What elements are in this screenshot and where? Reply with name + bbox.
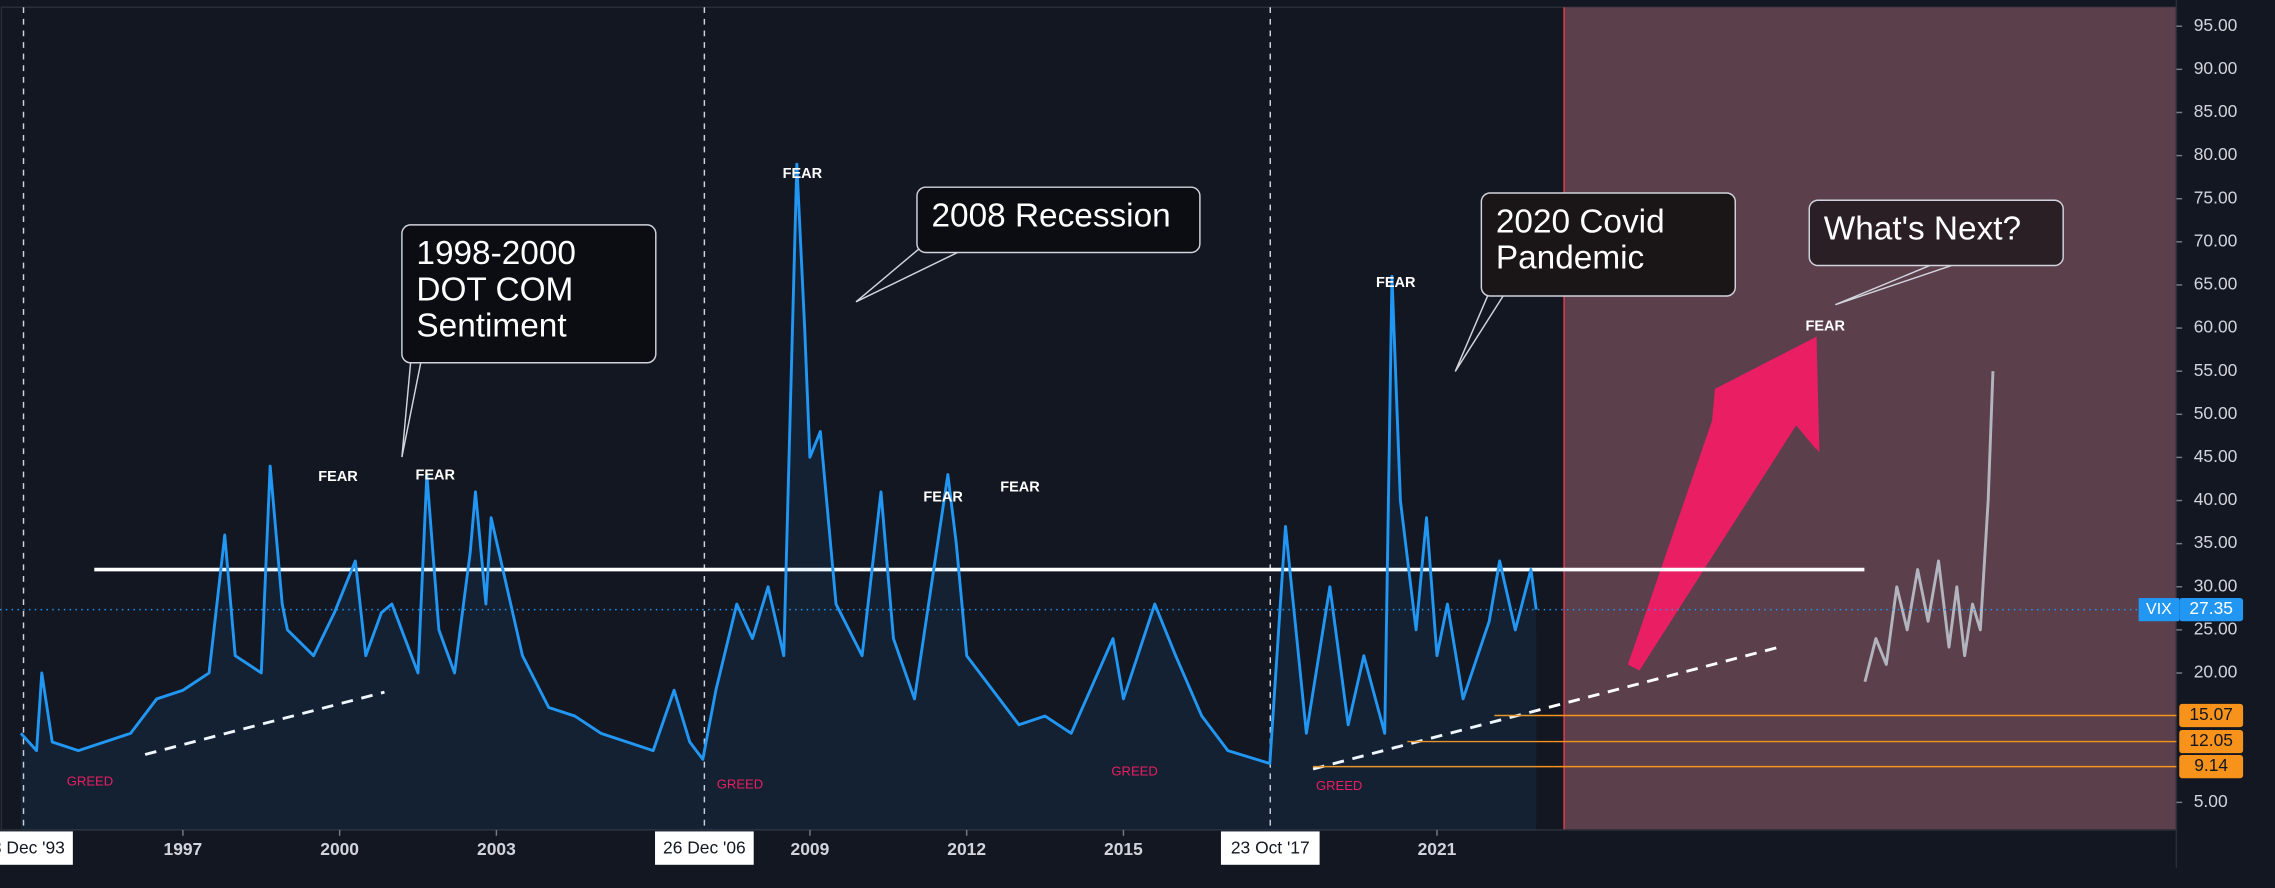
callout-box: [1480, 192, 1736, 297]
series-name-label: VIX: [2146, 601, 2172, 618]
series-name-tag: [2138, 598, 2180, 622]
y-tick-label: 50.00: [2194, 403, 2238, 423]
greed-label: GREED: [717, 776, 763, 791]
callout-text: Sentiment: [416, 308, 567, 345]
x-tick-label: 2009: [791, 839, 830, 859]
date-marker-label: 13 Dec '93: [0, 837, 65, 857]
y-tick-label: 35.00: [2194, 532, 2238, 552]
fear-label: FEAR: [783, 166, 823, 182]
greed-label: GREED: [1111, 763, 1157, 778]
series-line: [19, 162, 1538, 765]
y-tick-label: 90.00: [2194, 58, 2238, 78]
callout-pointer: [1454, 289, 1504, 372]
date-marker-box: [0, 831, 73, 865]
highlight-zone: [1564, 7, 2177, 830]
y-tick-label: 30.00: [2194, 575, 2238, 595]
date-marker-box: [1220, 831, 1320, 865]
x-tick-label: 2003: [477, 839, 516, 859]
date-marker-box: [655, 831, 754, 865]
callout-text: What's Next?: [1824, 211, 2021, 248]
level-tag-label: 9.14: [2194, 755, 2228, 775]
y-tick-label: 25.00: [2194, 618, 2238, 638]
greed-label: GREED: [67, 774, 113, 789]
trendline: [144, 690, 385, 756]
callout-pointer: [855, 240, 958, 303]
arrow-head: [1627, 336, 1820, 671]
y-tick-label: 65.00: [2194, 274, 2238, 294]
callout-box: [1808, 199, 2064, 267]
y-tick-label: 5.00: [2194, 791, 2228, 811]
callout-text: 2020 Covid: [1496, 203, 1665, 240]
level-tag-label: 12.05: [2189, 730, 2233, 750]
fear-label: FEAR: [1805, 318, 1845, 334]
y-tick-label: 80.00: [2194, 144, 2238, 164]
callout-pointer: [401, 362, 422, 458]
level-tag: [2179, 755, 2244, 779]
callout-text: 1998-2000: [416, 235, 576, 272]
y-tick-label: 55.00: [2194, 360, 2238, 380]
greed-label: GREED: [1316, 778, 1362, 793]
series-line: [1863, 371, 1995, 683]
level-tag-label: 15.07: [2189, 704, 2233, 724]
fear-label: FEAR: [416, 468, 456, 484]
callout-pointer: [1835, 264, 1952, 306]
fear-label: FEAR: [1376, 275, 1416, 291]
y-tick-label: 70.00: [2194, 230, 2238, 250]
x-tick-label: 2015: [1104, 839, 1143, 859]
callout-box: [401, 224, 657, 364]
series-area: [20, 164, 1537, 830]
y-tick-label: 95.00: [2194, 15, 2238, 35]
y-tick-label: 40.00: [2194, 489, 2238, 509]
date-marker-label: 23 Oct '17: [1231, 837, 1310, 857]
fear-label: FEAR: [923, 490, 963, 506]
y-tick-label: 75.00: [2194, 187, 2238, 207]
x-tick-label: 1997: [164, 839, 203, 859]
y-tick-label: 20.00: [2194, 662, 2238, 682]
callout-box: [916, 186, 1201, 254]
fear-label: FEAR: [1000, 479, 1040, 495]
x-tick-label: 2012: [947, 839, 986, 859]
x-tick-label: 2000: [320, 839, 359, 859]
last-price-tag: [2179, 598, 2244, 622]
y-tick-label: 85.00: [2194, 101, 2238, 121]
callout-text: Pandemic: [1496, 240, 1644, 277]
callout-text: 2008 Recession: [931, 197, 1170, 234]
level-tag: [2179, 729, 2244, 754]
fear-label: FEAR: [318, 469, 358, 485]
y-tick-label: 60.00: [2194, 317, 2238, 337]
date-marker-label: 26 Dec '06: [663, 837, 746, 857]
callout-text: DOT COM: [416, 271, 573, 308]
y-tick-label: 45.00: [2194, 446, 2238, 466]
last-price-label: 27.35: [2189, 598, 2233, 618]
x-tick-label: 2021: [1418, 839, 1457, 859]
level-tag: [2179, 703, 2244, 728]
